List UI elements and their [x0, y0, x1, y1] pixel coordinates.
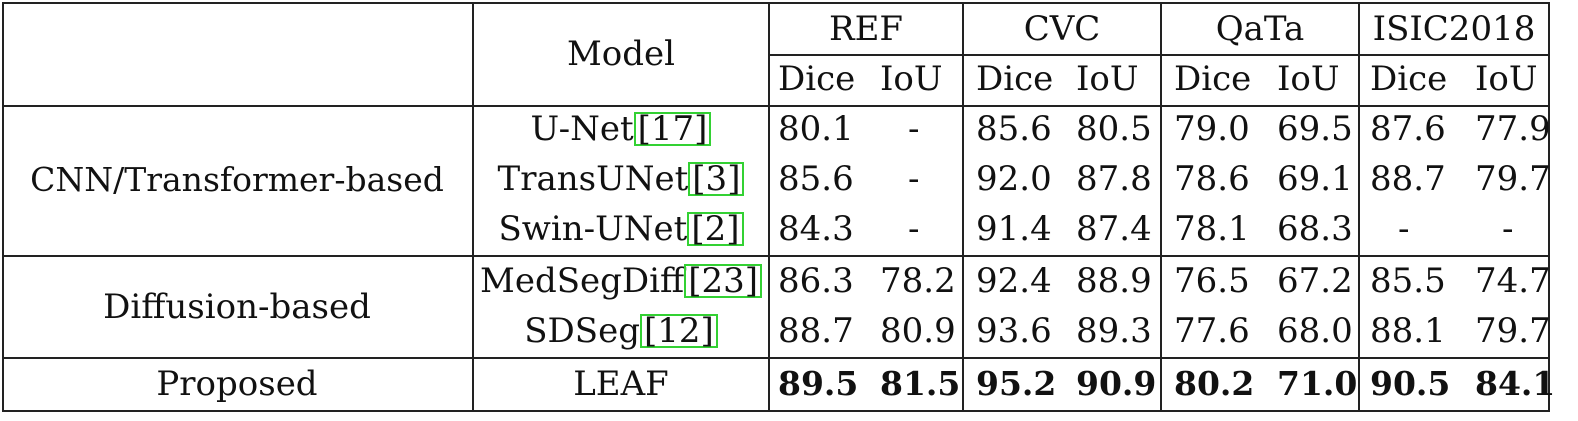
table-cell: 67.2	[1277, 261, 1353, 301]
citation-link[interactable]: [2]	[687, 209, 744, 249]
table-cell: 79.7	[1475, 159, 1551, 199]
citation-text: 17	[650, 109, 695, 149]
model-name-text: TransUNet	[497, 159, 689, 199]
header-metric-dice: Dice	[1174, 59, 1252, 99]
header-dataset-qata: QaTa	[1215, 9, 1305, 49]
model-name-text: LEAF	[573, 364, 669, 404]
table-cell: -	[1502, 209, 1514, 249]
table-cell: 91.4	[976, 209, 1052, 249]
table-cell: -	[908, 109, 920, 149]
rule-bottom	[2, 410, 1550, 412]
table-cell: 86.3	[778, 261, 854, 301]
table-cell: 87.8	[1076, 159, 1152, 199]
table-cell: 88.1	[1370, 311, 1446, 351]
table-cell: 80.2	[1174, 364, 1255, 403]
table-cell: 76.5	[1174, 261, 1250, 301]
table-cell: 80.1	[778, 109, 854, 149]
table-cell: 93.6	[976, 311, 1052, 351]
model-name-text: U-Net	[530, 109, 634, 149]
rule-header-bottom	[2, 105, 1550, 107]
citation-link[interactable]: [3]	[688, 159, 745, 199]
model-name-text: SDSeg	[524, 311, 640, 351]
citation-text: 2	[704, 209, 727, 249]
rule-v-left	[2, 2, 4, 412]
model-name: Swin-UNet [2]	[474, 209, 768, 249]
model-name: TransUNet [3]	[474, 159, 768, 199]
citation-link[interactable]: [23]	[684, 264, 762, 298]
rule-v-right	[1548, 2, 1550, 412]
table-cell: 90.9	[1076, 364, 1157, 403]
table-cell: 71.0	[1277, 364, 1358, 403]
table-cell: 78.6	[1174, 159, 1250, 199]
table-cell: 88.7	[778, 311, 854, 351]
table-cell: 87.6	[1370, 109, 1446, 149]
table-cell: 69.1	[1277, 159, 1353, 199]
table-cell: 68.0	[1277, 311, 1353, 351]
table-cell: 92.0	[976, 159, 1052, 199]
table-cell: 90.5	[1370, 364, 1451, 403]
group-label-proposed: Proposed	[156, 364, 318, 404]
table-cell: 79.7	[1475, 311, 1551, 351]
table-cell: 88.7	[1370, 159, 1446, 199]
table-cell: 80.9	[880, 311, 956, 351]
header-metric-dice: Dice	[1370, 59, 1448, 99]
header-metric-iou: IoU	[1475, 59, 1538, 99]
citation-text: 23	[701, 261, 745, 301]
table-cell: -	[908, 209, 920, 249]
table-cell: 85.6	[778, 159, 854, 199]
model-name: U-Net [17]	[474, 109, 768, 149]
citation-link[interactable]: [12]	[639, 311, 718, 351]
table-cell: 74.7	[1475, 261, 1551, 301]
header-metric-iou: IoU	[1277, 59, 1340, 99]
rule-group-1	[2, 255, 1550, 257]
citation-link[interactable]: [17]	[633, 109, 712, 149]
rule-v-group	[472, 2, 474, 412]
rule-v-ref	[962, 2, 964, 412]
table-cell: 87.4	[1076, 209, 1152, 249]
rule-v-model	[768, 2, 770, 412]
header-model: Model	[566, 34, 676, 74]
table-cell: 85.5	[1370, 261, 1446, 301]
header-dataset-ref: REF	[828, 9, 903, 49]
citation-text: 12	[657, 311, 701, 351]
table-cell: 89.5	[778, 364, 859, 403]
table-cell: 77.9	[1475, 109, 1551, 149]
citation-text: 3	[705, 159, 728, 199]
model-name: MedSegDiff [23]	[474, 261, 768, 301]
table-cell: 89.3	[1076, 311, 1152, 351]
header-metric-iou: IoU	[1076, 59, 1139, 99]
table-cell: 78.2	[880, 261, 956, 301]
table-cell: 85.6	[976, 109, 1052, 149]
rule-group-2	[2, 357, 1550, 359]
rule-top	[2, 2, 1550, 4]
table-cell: 77.6	[1174, 311, 1250, 351]
table-cell: 84.3	[778, 209, 854, 249]
header-metric-dice: Dice	[778, 59, 856, 99]
table-cell: -	[908, 159, 920, 199]
group-label-cnn-transformer: CNN/Transformer-based	[30, 160, 444, 199]
header-dataset-isic: ISIC2018	[1372, 9, 1536, 49]
rule-v-cvc	[1160, 2, 1162, 412]
model-name-text: Swin-UNet	[498, 209, 688, 249]
model-name-text: MedSegDiff	[480, 261, 685, 301]
table-cell: 80.5	[1076, 109, 1152, 149]
header-metric-dice: Dice	[976, 59, 1054, 99]
table-cell: 81.5	[880, 364, 961, 403]
table-cell: 84.1	[1475, 364, 1556, 403]
rule-v-qata	[1358, 2, 1360, 412]
model-name: LEAF	[474, 364, 768, 404]
table-cell: 88.9	[1076, 261, 1152, 301]
table-cell: 78.1	[1174, 209, 1250, 249]
table-cell: 92.4	[976, 261, 1052, 301]
table-cell: 79.0	[1174, 109, 1250, 149]
table-cell: -	[1398, 209, 1410, 249]
table-cell: 68.3	[1277, 209, 1353, 249]
header-metric-iou: IoU	[880, 59, 943, 99]
table-cell: 95.2	[976, 364, 1057, 403]
model-name: SDSeg [12]	[474, 311, 768, 351]
group-label-diffusion: Diffusion-based	[103, 287, 371, 327]
table-cell: 69.5	[1277, 109, 1353, 149]
header-dataset-cvc: CVC	[1023, 9, 1101, 49]
